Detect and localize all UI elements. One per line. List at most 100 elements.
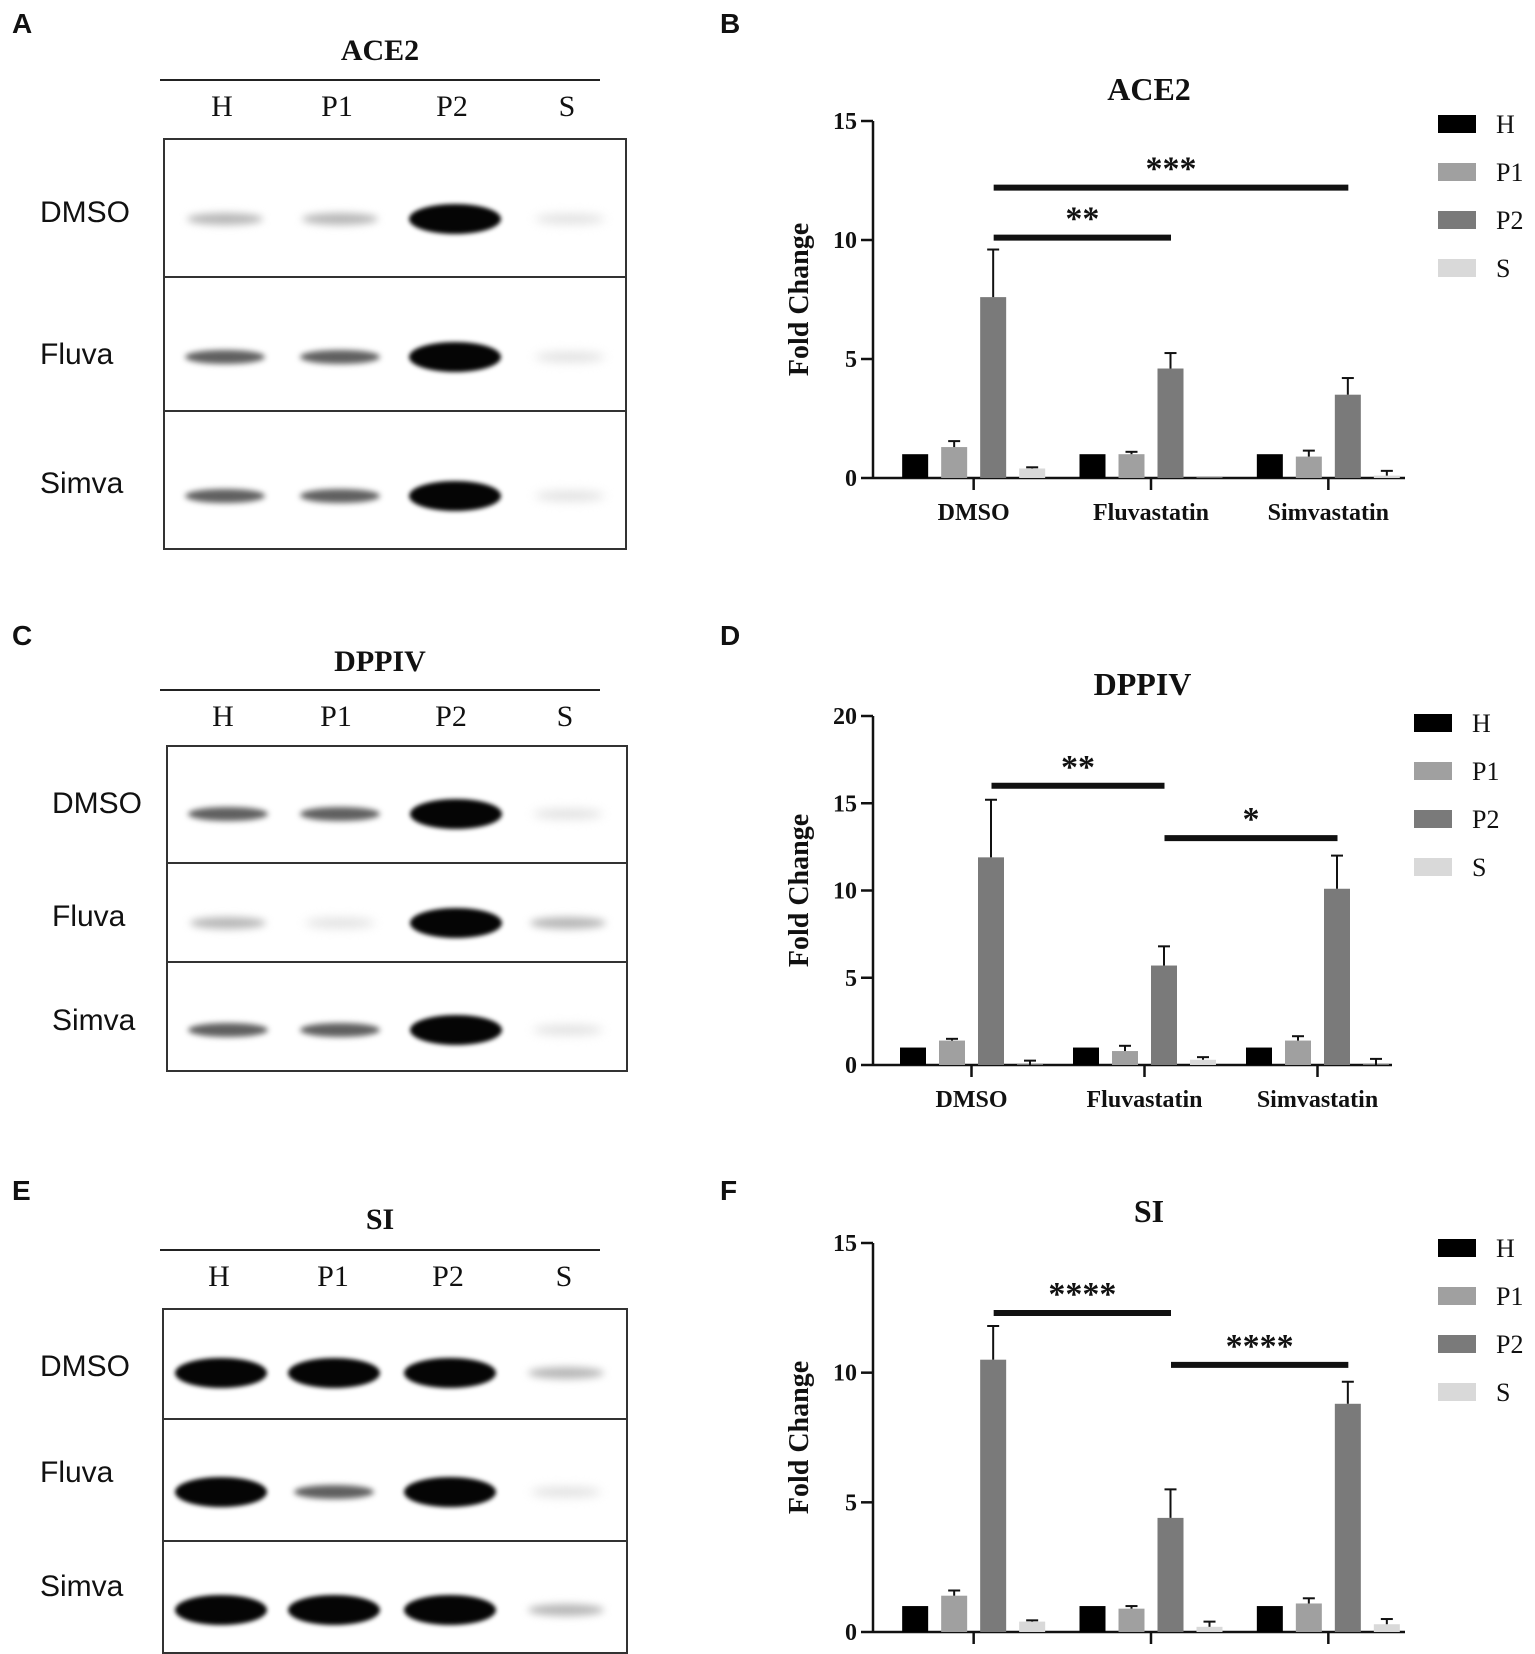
significance-label: ** bbox=[1061, 749, 1095, 786]
legend-label: H bbox=[1496, 1234, 1515, 1263]
blot-band bbox=[300, 349, 380, 364]
panel-letter-d: D bbox=[720, 620, 741, 651]
y-tick-label: 15 bbox=[833, 1231, 857, 1257]
panel-letter-f: F bbox=[720, 1175, 738, 1206]
chart-title: DPPIV bbox=[1094, 666, 1192, 702]
blot-band bbox=[530, 916, 606, 929]
blot-band bbox=[175, 1357, 267, 1388]
western-blot-image bbox=[166, 745, 628, 1072]
y-tick-label: 5 bbox=[845, 347, 857, 373]
bar-h bbox=[1079, 1606, 1106, 1632]
blot-band bbox=[190, 916, 266, 929]
blot-band bbox=[188, 806, 268, 821]
legend-swatch-p2 bbox=[1438, 211, 1476, 229]
bar-p1 bbox=[939, 1040, 965, 1065]
blot-row bbox=[164, 1540, 626, 1652]
x-tick-label: DMSO bbox=[938, 500, 1010, 526]
bar-p2 bbox=[1334, 1403, 1361, 1632]
legend-label: H bbox=[1496, 110, 1515, 139]
bar-s bbox=[1196, 477, 1223, 478]
blot-row bbox=[164, 1418, 626, 1542]
legend-swatch-s bbox=[1414, 858, 1452, 876]
legend-swatch-h bbox=[1438, 1239, 1476, 1257]
blot-band bbox=[535, 490, 605, 501]
blot-row bbox=[168, 961, 626, 1070]
row-label-fluva: Fluva bbox=[40, 1456, 114, 1489]
legend-swatch-p2 bbox=[1414, 810, 1452, 828]
legend-label: H bbox=[1472, 709, 1491, 738]
blot-band bbox=[531, 1486, 601, 1497]
lane-label-s: S bbox=[556, 700, 574, 733]
blot-band bbox=[404, 1476, 496, 1507]
row-label-fluva: Fluva bbox=[52, 900, 126, 933]
lane-label-s: S bbox=[555, 1260, 573, 1293]
legend-label: S bbox=[1472, 853, 1486, 882]
row-label-simva: Simva bbox=[52, 1004, 136, 1037]
lane-header-rule bbox=[160, 689, 600, 691]
bar-p2 bbox=[1334, 394, 1361, 478]
y-tick-label: 5 bbox=[845, 966, 857, 992]
blot-band bbox=[533, 1024, 603, 1035]
significance-label: **** bbox=[1048, 1276, 1116, 1313]
blot-band bbox=[300, 1022, 380, 1037]
blot-band bbox=[410, 907, 502, 938]
lane-label-p1: P1 bbox=[320, 700, 352, 733]
blot-row bbox=[164, 1310, 626, 1418]
y-tick-label: 0 bbox=[845, 466, 857, 492]
y-tick-label: 10 bbox=[833, 879, 857, 905]
significance-label: **** bbox=[1226, 1328, 1294, 1365]
lane-label-p1: P1 bbox=[321, 90, 353, 123]
y-axis-label: Fold Change bbox=[784, 814, 815, 967]
y-tick-label: 5 bbox=[845, 1490, 857, 1516]
blot-title: SI bbox=[365, 1203, 395, 1236]
blot-band bbox=[185, 488, 265, 503]
blot-band bbox=[410, 1014, 502, 1045]
blot-row bbox=[165, 410, 625, 548]
panel-letter-a: A bbox=[12, 8, 33, 39]
chart-title: ACE2 bbox=[1107, 71, 1191, 107]
y-tick-label: 15 bbox=[833, 791, 857, 817]
legend-swatch-p1 bbox=[1438, 163, 1476, 181]
lane-header-rule bbox=[160, 1249, 600, 1251]
legend-label: P1 bbox=[1496, 1282, 1523, 1311]
bar-s bbox=[1373, 1624, 1400, 1632]
blot-band bbox=[288, 1357, 380, 1388]
y-axis-label: Fold Change bbox=[784, 223, 815, 376]
blot-band bbox=[305, 917, 375, 928]
blot-band bbox=[302, 212, 378, 225]
row-label-dmso: DMSO bbox=[40, 196, 130, 229]
bar-h bbox=[902, 454, 929, 478]
row-label-simva: Simva bbox=[40, 467, 124, 500]
lane-label-p2: P2 bbox=[436, 90, 468, 123]
blot-band bbox=[300, 806, 380, 821]
row-label-simva: Simva bbox=[40, 1570, 124, 1603]
blot-row bbox=[168, 862, 626, 963]
y-tick-label: 10 bbox=[833, 228, 857, 254]
blot-row bbox=[168, 747, 626, 862]
legend-swatch-p1 bbox=[1414, 762, 1452, 780]
panel-letter-b: B bbox=[720, 8, 741, 39]
row-label-fluva: Fluva bbox=[40, 338, 114, 371]
bar-p1 bbox=[1285, 1040, 1311, 1065]
blot-band bbox=[409, 203, 501, 234]
blot-band bbox=[533, 808, 603, 819]
panel-letter-c: C bbox=[12, 620, 33, 651]
blot-band bbox=[187, 212, 263, 225]
blot-band bbox=[294, 1484, 374, 1499]
blot-band bbox=[535, 213, 605, 224]
legend-swatch-p2 bbox=[1438, 1335, 1476, 1353]
western-blot-image bbox=[162, 1308, 628, 1654]
legend-swatch-s bbox=[1438, 259, 1476, 277]
blot-band bbox=[528, 1366, 604, 1379]
bar-h bbox=[1256, 1606, 1283, 1632]
lane-label-s: S bbox=[558, 90, 576, 123]
legend-label: P1 bbox=[1472, 757, 1499, 786]
blot-row bbox=[165, 276, 625, 412]
blot-band bbox=[409, 341, 501, 372]
legend-swatch-h bbox=[1414, 714, 1452, 732]
panel-letter-e: E bbox=[12, 1175, 31, 1206]
significance-label: ** bbox=[1065, 201, 1099, 238]
bar-p1 bbox=[1295, 1603, 1322, 1632]
